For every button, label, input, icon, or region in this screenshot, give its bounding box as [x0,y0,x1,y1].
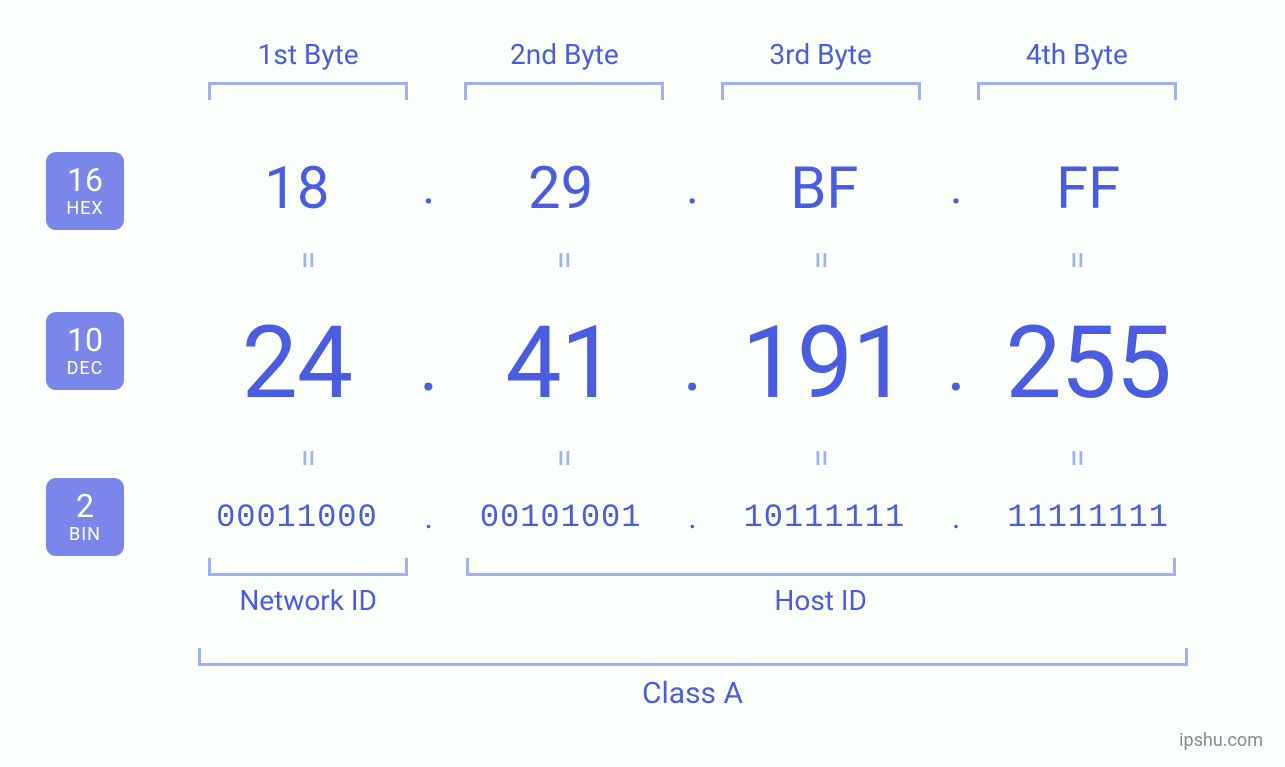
dot-separator: . [941,323,971,422]
bin-byte-3: 10111111 [708,499,942,536]
equals-icon: = [288,330,328,586]
bracket-icon [977,82,1177,100]
base-badge-bin: 2 BIN [46,478,124,556]
top-bracket-2 [436,82,692,100]
network-host-brackets [180,558,1205,576]
dot-separator: . [678,498,708,536]
base-number: 2 [76,489,94,524]
bracket-icon [464,82,664,100]
equals-icon: = [801,330,841,586]
dot-separator: . [941,158,971,223]
equals-icon: = [544,330,584,586]
base-badge-dec: 10 DEC [46,312,124,390]
bin-byte-1: 00011000 [180,499,414,536]
top-brackets [180,82,1205,100]
watermark: ipshu.com [1179,730,1263,751]
host-id-label: Host ID [436,584,1205,617]
bin-byte-2: 00101001 [444,499,678,536]
network-id-bracket [180,558,436,576]
base-badge-hex: 16 HEX [46,152,124,230]
base-label: HEX [66,199,103,219]
bracket-icon [721,82,921,100]
bracket-icon [466,558,1176,576]
equals-row-1: = = = = [180,240,1205,280]
hex-row: 18 . 29 . BF . FF [180,155,1205,223]
dec-row: 24 . 41 . 191 . 255 [180,305,1205,422]
network-id-label: Network ID [180,584,436,617]
bracket-icon [208,558,408,576]
ip-address-diagram: 1st Byte 2nd Byte 3rd Byte 4th Byte 16 H… [0,0,1285,767]
byte-header-2: 2nd Byte [436,38,692,71]
dot-separator: . [414,498,444,536]
class-label: Class A [180,676,1205,711]
top-bracket-1 [180,82,436,100]
bin-byte-4: 11111111 [971,499,1205,536]
top-bracket-3 [693,82,949,100]
byte-header-4: 4th Byte [949,38,1205,71]
byte-header-3: 3rd Byte [693,38,949,71]
dot-separator: . [678,323,708,422]
host-id-bracket [436,558,1205,576]
base-label: BIN [69,525,101,545]
dot-separator: . [414,158,444,223]
class-bracket [180,648,1205,666]
byte-header-1: 1st Byte [180,38,436,71]
base-number: 10 [67,323,103,358]
bracket-icon [208,82,408,100]
base-number: 16 [67,163,103,198]
bracket-icon [198,648,1188,666]
base-label: DEC [67,359,104,379]
bin-row: 00011000 . 00101001 . 10111111 . 1111111… [180,498,1205,536]
top-bracket-4 [949,82,1205,100]
equals-icon: = [1057,330,1097,586]
equals-row-2: = = = = [180,438,1205,478]
dot-separator: . [678,158,708,223]
network-host-labels: Network ID Host ID [180,584,1205,617]
dot-separator: . [941,498,971,536]
dot-separator: . [414,323,444,422]
byte-headers-row: 1st Byte 2nd Byte 3rd Byte 4th Byte [180,38,1205,71]
